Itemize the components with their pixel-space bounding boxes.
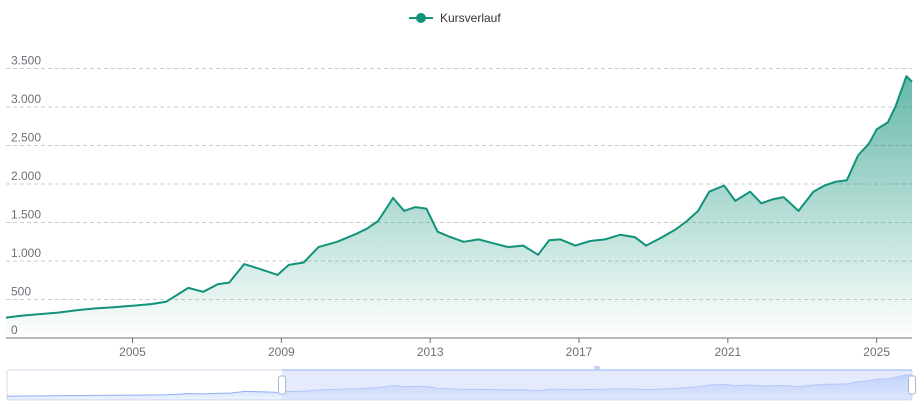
zoom-window[interactable] xyxy=(282,370,913,400)
zoom-left-handle-icon[interactable] xyxy=(278,375,287,395)
legend-label: Kursverlauf xyxy=(440,11,501,25)
y-tick-label: 1.500 xyxy=(11,208,41,222)
x-tick-label: 2009 xyxy=(268,345,295,359)
y-tick-label: 2.500 xyxy=(11,131,41,145)
y-tick-label: 3.000 xyxy=(11,92,41,106)
x-tick-label: 2017 xyxy=(566,345,593,359)
x-tick-label: 2013 xyxy=(417,345,444,359)
x-tick-label: 2005 xyxy=(119,345,146,359)
zoom-move-handle-icon[interactable] xyxy=(594,366,601,370)
grid xyxy=(6,68,912,300)
legend-marker-icon xyxy=(416,13,426,23)
x-axis: 2005 2009 2013 2017 2021 2025 xyxy=(6,337,912,359)
zoom-right-handle-icon[interactable] xyxy=(908,375,916,395)
y-tick-label: 1.000 xyxy=(11,246,41,260)
series-line xyxy=(5,75,913,319)
zoom-slider[interactable] xyxy=(6,366,916,401)
series-area xyxy=(6,76,912,338)
y-tick-label: 2.000 xyxy=(11,169,41,183)
x-tick-label: 2025 xyxy=(863,345,890,359)
x-tick-label: 2021 xyxy=(714,345,741,359)
plot-area xyxy=(5,75,913,338)
y-tick-label: 3.500 xyxy=(11,54,41,68)
legend[interactable]: Kursverlauf xyxy=(409,11,501,25)
y-tick-label: 500 xyxy=(11,285,31,299)
